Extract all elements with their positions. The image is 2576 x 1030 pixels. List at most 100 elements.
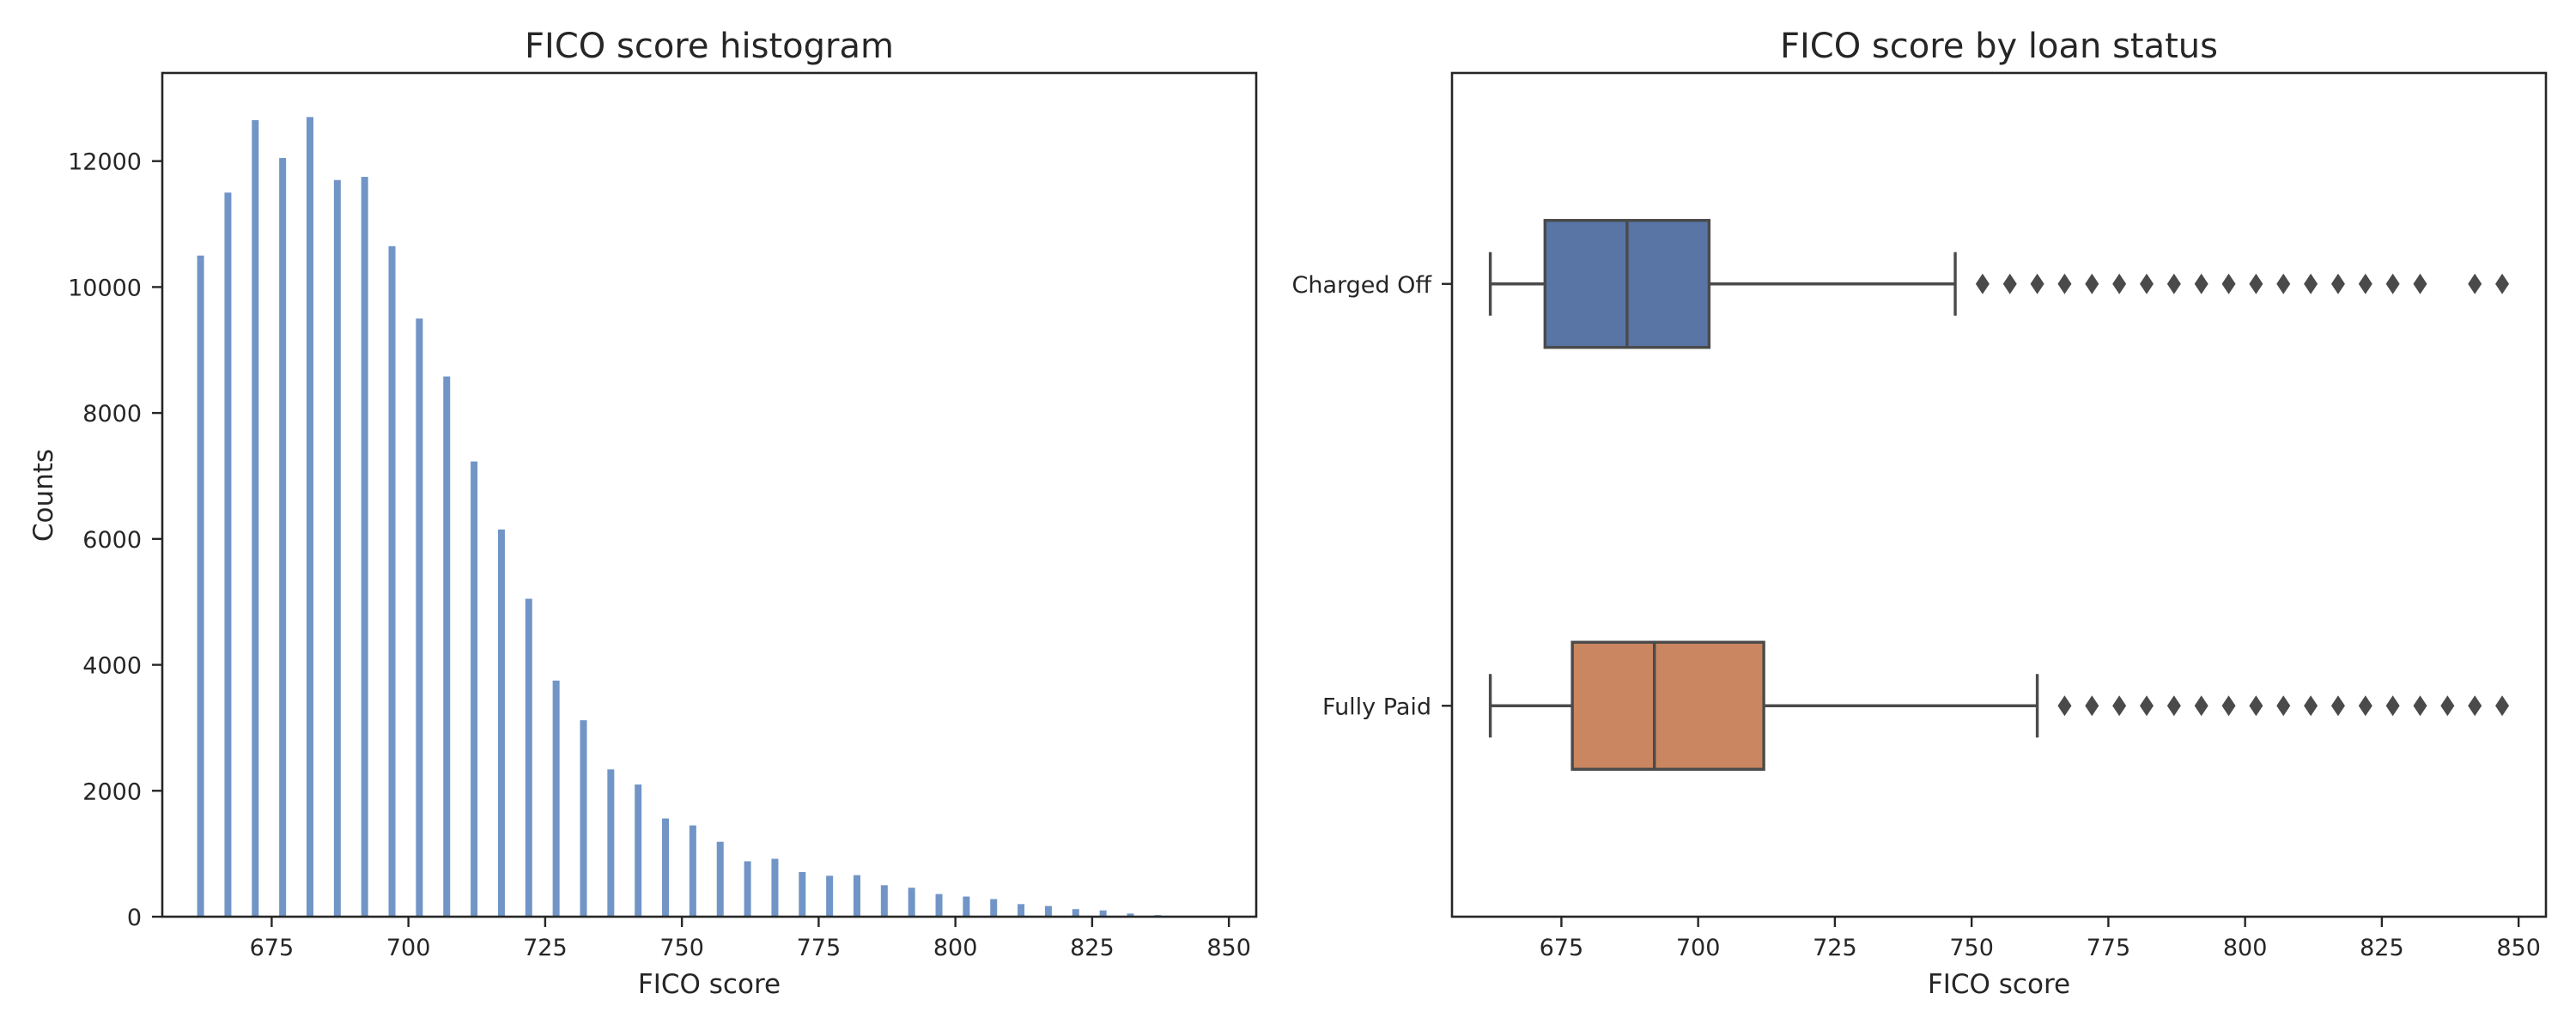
outlier-marker — [2495, 273, 2510, 294]
outlier-marker — [2358, 273, 2372, 294]
histogram-bar — [826, 876, 834, 917]
outlier-marker — [2468, 695, 2482, 717]
histogram-bar — [771, 858, 779, 917]
histogram-x-label: FICO score — [638, 969, 781, 1000]
x-tick-label: 775 — [797, 935, 841, 961]
outlier-marker — [2166, 695, 2181, 717]
histogram-bar — [1099, 910, 1107, 917]
y-tick-label: 2000 — [82, 779, 142, 805]
histogram-x-ticks: 675 700 725 750 775 800 825 850 — [250, 917, 1251, 961]
histogram-bar — [744, 861, 751, 917]
histogram-bar — [333, 179, 341, 917]
boxplot-frame — [1450, 71, 2548, 918]
outlier-marker — [2194, 273, 2208, 294]
histogram-bar — [580, 720, 587, 917]
y-tick-label: 4000 — [82, 653, 142, 680]
histogram-bar — [1044, 906, 1052, 917]
outlier-marker — [2385, 273, 2400, 294]
boxplot-title: FICO score by loan status — [1780, 27, 2218, 66]
outlier-marker — [2085, 273, 2099, 294]
outlier-marker — [2276, 695, 2291, 717]
histogram-bar — [635, 784, 642, 917]
box-fully-paid — [1488, 640, 2510, 771]
outlier-marker — [2304, 695, 2318, 717]
y-tick-label: 6000 — [82, 527, 142, 554]
outlier-marker — [2249, 273, 2263, 294]
y-tick-label: 0 — [127, 905, 142, 931]
outlier-marker — [2194, 695, 2208, 717]
outlier-marker — [2249, 695, 2263, 717]
histogram-bar — [197, 255, 204, 918]
histogram-bar — [1072, 909, 1079, 917]
outlier-marker — [2030, 273, 2044, 294]
outlier-marker — [2413, 695, 2427, 717]
histogram-y-label: Counts — [28, 449, 59, 542]
histogram-bar — [935, 894, 943, 917]
outlier-marker — [2468, 273, 2482, 294]
y-tick-label: 12000 — [68, 149, 142, 176]
x-tick-label: 750 — [659, 935, 704, 961]
outlier-marker — [1975, 273, 1990, 294]
histogram-bar — [908, 888, 915, 917]
category-label: Charged Off — [1292, 272, 1433, 299]
outlier-marker — [2221, 273, 2236, 294]
outlier-marker — [2495, 695, 2510, 717]
outlier-marker — [2002, 273, 2017, 294]
histogram-title: FICO score histogram — [525, 27, 894, 66]
outlier-marker — [2330, 695, 2345, 717]
x-tick-label: 725 — [1813, 935, 1857, 961]
x-tick-label: 675 — [250, 935, 295, 961]
x-tick-label: 700 — [1676, 935, 1721, 961]
histogram-bars — [197, 117, 1217, 918]
x-tick-label: 800 — [933, 935, 978, 961]
outlier-marker — [2440, 695, 2455, 717]
x-tick-label: 850 — [2496, 935, 2541, 961]
boxplot-boxes — [1488, 219, 2510, 771]
histogram-bar — [963, 896, 970, 917]
outlier-marker — [2276, 273, 2291, 294]
y-tick-label: 10000 — [68, 275, 142, 301]
histogram-bar — [662, 818, 670, 917]
histogram-bar — [853, 875, 860, 917]
boxplot-panel: FICO score by loan status 675 700 725 750 77… — [1292, 27, 2548, 1000]
box-iqr — [1571, 640, 1765, 771]
outlier-marker — [2112, 695, 2127, 717]
x-tick-label: 825 — [2360, 935, 2404, 961]
histogram-y-ticks: 0 2000 4000 6000 8000 10000 12000 — [68, 149, 162, 931]
outlier-marker — [2057, 273, 2072, 294]
histogram-bar — [990, 899, 998, 917]
outlier-marker — [2221, 695, 2236, 717]
x-tick-label: 800 — [2223, 935, 2268, 961]
histogram-bar — [525, 598, 532, 917]
outlier-marker — [2139, 695, 2154, 717]
histogram-frame — [161, 71, 1258, 918]
histogram-bar — [306, 117, 313, 917]
histogram-panel: FICO score histogram 675 700 725 750 775 800 8… — [28, 27, 1258, 1000]
histogram-bar — [471, 461, 478, 917]
outlier-marker — [2304, 273, 2318, 294]
histogram-bar — [1127, 913, 1134, 917]
histogram-bar — [880, 885, 888, 917]
category-label: Fully Paid — [1322, 694, 1431, 720]
y-tick-label: 8000 — [82, 401, 142, 427]
histogram-bar — [799, 871, 806, 917]
x-tick-label: 850 — [1206, 935, 1251, 961]
x-tick-label: 725 — [523, 935, 568, 961]
histogram-bar — [443, 376, 451, 918]
outlier-marker — [2358, 695, 2372, 717]
outlier-marker — [2413, 273, 2427, 294]
histogram-bar — [716, 841, 724, 917]
box-charged-off — [1488, 219, 2510, 349]
outlier-marker — [2166, 273, 2181, 294]
histogram-bar — [252, 120, 259, 917]
outlier-marker — [2085, 695, 2099, 717]
x-tick-label: 750 — [1949, 935, 1994, 961]
histogram-bar — [416, 318, 423, 917]
x-tick-label: 675 — [1540, 935, 1584, 961]
boxplot-x-ticks: 675 700 725 750 775 800 825 850 — [1540, 917, 2541, 961]
outlier-marker — [2112, 273, 2127, 294]
histogram-bar — [388, 245, 396, 917]
histogram-bar — [689, 825, 696, 917]
outlier-marker — [2385, 695, 2400, 717]
